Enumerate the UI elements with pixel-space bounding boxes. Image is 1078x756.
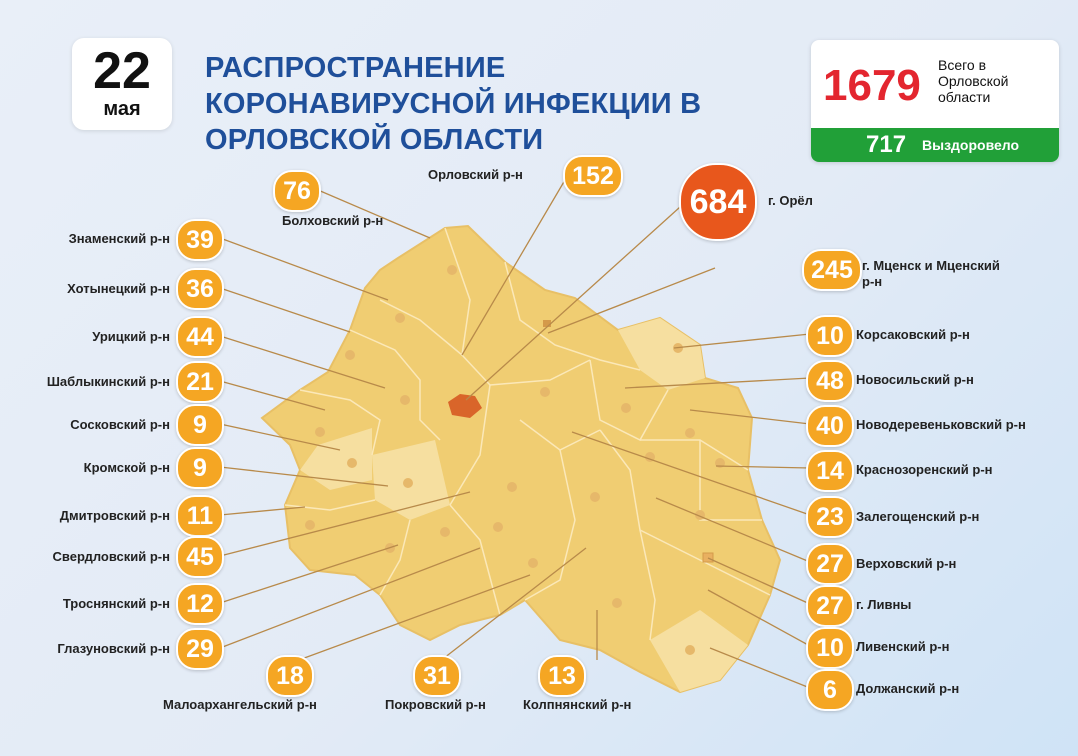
label-kolpnyansky: Колпнянский р-н [523, 697, 632, 712]
label-orlovsky: Орловский р-н [428, 167, 523, 182]
badge-trosnyansky: 12 [176, 583, 224, 625]
label-zaleshchensky: Залегощенский р-н [856, 509, 980, 524]
badge-znamensky: 39 [176, 219, 224, 261]
recovered-bar: 717 Выздоровело [811, 128, 1059, 162]
badge-verkhovsky: 27 [806, 543, 854, 585]
label-shablykinsky: Шаблыкинский р-н [46, 374, 170, 389]
label-novosilsky: Новосильский р-н [856, 372, 974, 387]
district-dolzhansky-area [650, 610, 748, 692]
recovered-value: 717 [866, 131, 907, 158]
label-pokrovsky: Покровский р-н [385, 697, 486, 712]
badge-dolzhansky: 6 [806, 669, 854, 711]
badge-orel: 684 [679, 163, 757, 241]
date-month: мая [103, 98, 141, 120]
badge-sverdlovsky: 45 [176, 536, 224, 578]
livny-city-shape [702, 552, 714, 563]
badge-bolkhovsky: 76 [273, 170, 321, 212]
label-znamensky: Знаменский р-н [68, 231, 170, 246]
badge-mtsensk: 245 [802, 249, 862, 291]
badge-khotynetsky: 36 [176, 268, 224, 310]
label-mtsensk: г. Мценск и Мценский р-н [862, 258, 1000, 289]
label-livny: г. Ливны [856, 597, 912, 612]
label-novoderevenkovsky: Новодеревеньковский р-н [856, 417, 1026, 432]
label-krasnozorensky: Краснозоренский р-н [856, 462, 993, 477]
label-livensky: Ливенский р-н [856, 639, 950, 654]
label-dolzhansky: Должанский р-н [856, 681, 960, 696]
leader-lines [219, 179, 811, 689]
district-borders [284, 227, 771, 641]
label-verkhovsky: Верховский р-н [856, 556, 957, 571]
page-title: РАСПРОСТРАНЕНИЕ КОРОНАВИРУСНОЙ ИНФЕКЦИИ … [205, 52, 702, 156]
badge-glazunovsky: 29 [176, 628, 224, 670]
label-dmitrovsky: Дмитровский р-н [59, 508, 170, 523]
label-uritsky: Урицкий р-н [92, 329, 170, 344]
badge-dmitrovsky: 11 [176, 495, 224, 537]
badge-shablykinsky: 21 [176, 361, 224, 403]
label-glazunovsky: Глазуновский р-н [57, 641, 170, 656]
label-korsakovsky: Корсаковский р-н [856, 327, 970, 342]
district-korsakovsky-area [618, 318, 705, 390]
badge-korsakovsky: 10 [806, 315, 854, 357]
badge-livny: 27 [806, 585, 854, 627]
district-soskovsky-area [300, 428, 372, 490]
total-cases-value: 1679 [823, 61, 921, 110]
badge-kolpnyansky: 13 [538, 655, 586, 697]
label-trosnyansky: Троснянский р-н [62, 596, 170, 611]
total-cases-label: Всего в Орловской области [938, 57, 1009, 105]
label-khotynetsky: Хотынецкий р-н [67, 281, 170, 296]
label-kromskoy: Кромской р-н [83, 460, 170, 475]
badge-zaleshchensky: 23 [806, 496, 854, 538]
label-bolkhovsky: Болховский р-н [282, 213, 384, 228]
badge-uritsky: 44 [176, 316, 224, 358]
label-orel: г. Орёл [768, 193, 813, 208]
date-day: 22 [93, 42, 151, 100]
label-soskovsky: Сосковский р-н [70, 417, 170, 432]
date-card: 22 мая [72, 38, 172, 130]
badge-pokrovsky: 31 [413, 655, 461, 697]
totals-card: 1679 Всего в Орловской области 717 Выздо… [811, 40, 1059, 162]
badge-orlovsky: 152 [563, 155, 623, 197]
label-maloarkhangelsky: Малоархангельский р-н [163, 697, 317, 712]
badge-novoderevenkovsky: 40 [806, 405, 854, 447]
badge-maloarkhangelsky: 18 [266, 655, 314, 697]
orel-city-shape [448, 394, 482, 418]
badge-soskovsky: 9 [176, 404, 224, 446]
mtsensk-city-shape [543, 320, 551, 327]
badge-kromskoy: 9 [176, 447, 224, 489]
badge-novosilsky: 48 [806, 360, 854, 402]
badge-krasnozorensky: 14 [806, 450, 854, 492]
recovered-label: Выздоровело [922, 137, 1020, 153]
badge-livensky: 10 [806, 627, 854, 669]
label-sverdlovsky: Свердловский р-н [52, 549, 170, 564]
